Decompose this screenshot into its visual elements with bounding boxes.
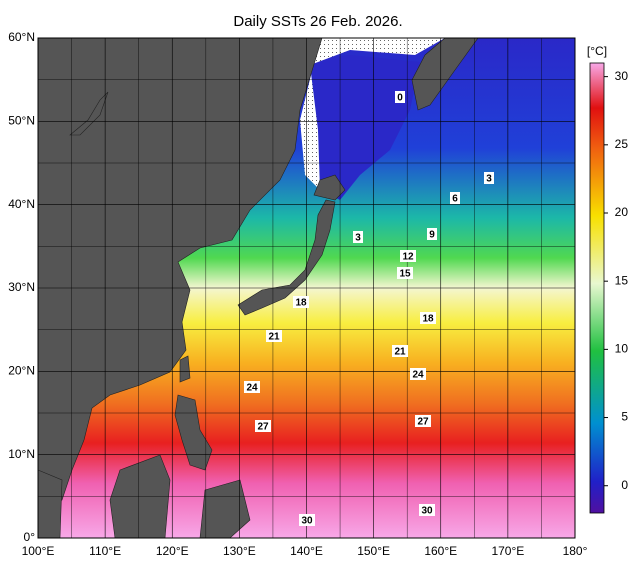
contour-label-box [419,504,435,516]
contour-label-box [299,514,315,526]
contour-label: 30 [301,516,313,527]
colorbar [589,62,605,514]
contour-label-box [427,228,437,240]
land [37,37,479,539]
contour-label: 21 [394,347,406,358]
y-tick-label: 40°N [8,197,35,211]
contour-label: 30 [421,506,433,517]
contour-label: 24 [412,370,424,381]
contour-label-box [392,345,408,357]
colorbar-tick-label: 30 [615,69,629,83]
contour-label: 18 [295,298,307,309]
x-tick-label: 100°E [22,544,55,558]
contour-label-box [397,267,413,279]
x-tick-label: 160°E [424,544,457,558]
colorbar-unit: [°C] [587,44,607,58]
contour-label-box [293,296,309,308]
contour-label: 3 [486,174,492,185]
contour-label: 27 [417,417,429,428]
contour-label-box [484,172,494,184]
contour-label-box [255,420,271,432]
contour-label-box [400,250,416,262]
contour-label: 12 [402,252,414,263]
okhotsk-sea [310,55,420,200]
colorbar-tick-label: 10 [615,342,629,356]
y-tick-label: 20°N [8,364,35,378]
y-tick-label: 0° [24,530,36,544]
colorbar-tick-label: 5 [621,410,628,424]
colorbar-tick-label: 25 [615,137,629,151]
contour-label: 15 [399,269,411,280]
y-tick-label: 50°N [8,114,35,128]
contour-label-box [420,312,436,324]
contour-label-box [353,231,363,243]
contour-label-box [266,330,282,342]
colorbar-tick-label: 15 [615,273,629,287]
sea-ice [300,38,445,190]
contour-label: 18 [422,314,434,325]
contour-label-box [244,381,260,393]
contour-label: 9 [429,230,435,241]
colorbar-tick-label: 0 [621,478,628,492]
y-tick-label: 60°N [8,30,35,44]
contour-label: 21 [268,332,280,343]
x-tick-label: 110°E [89,544,121,558]
contour-label-box [450,192,460,204]
contour-label: 27 [257,422,269,433]
contour-label-box [395,91,405,103]
contour-label: 3 [355,233,361,244]
contour-label-box [410,368,426,380]
colorbar-tick-label: 20 [615,205,629,219]
contour-label-box [415,415,431,427]
x-tick-label: 170°E [491,544,524,558]
x-tick-label: 120°E [156,544,189,558]
contour-labels: 0 3 6 9 3 12 15 18 18 21 21 24 24 27 27 30 30 [244,91,494,527]
x-tick-label: 130°E [223,544,256,558]
x-tick-label: 150°E [357,544,390,558]
x-tick-label: 180° [563,544,588,558]
x-tick-label: 140°E [290,544,323,558]
y-tick-label: 30°N [8,280,35,294]
contour-label: 0 [397,93,403,104]
contour-label: 24 [246,383,258,394]
y-tick-label: 10°N [8,447,35,461]
map-frame [37,37,576,539]
title: Daily SSTs 26 Feb. 2026. [233,13,402,30]
contour-label: 6 [452,194,458,205]
